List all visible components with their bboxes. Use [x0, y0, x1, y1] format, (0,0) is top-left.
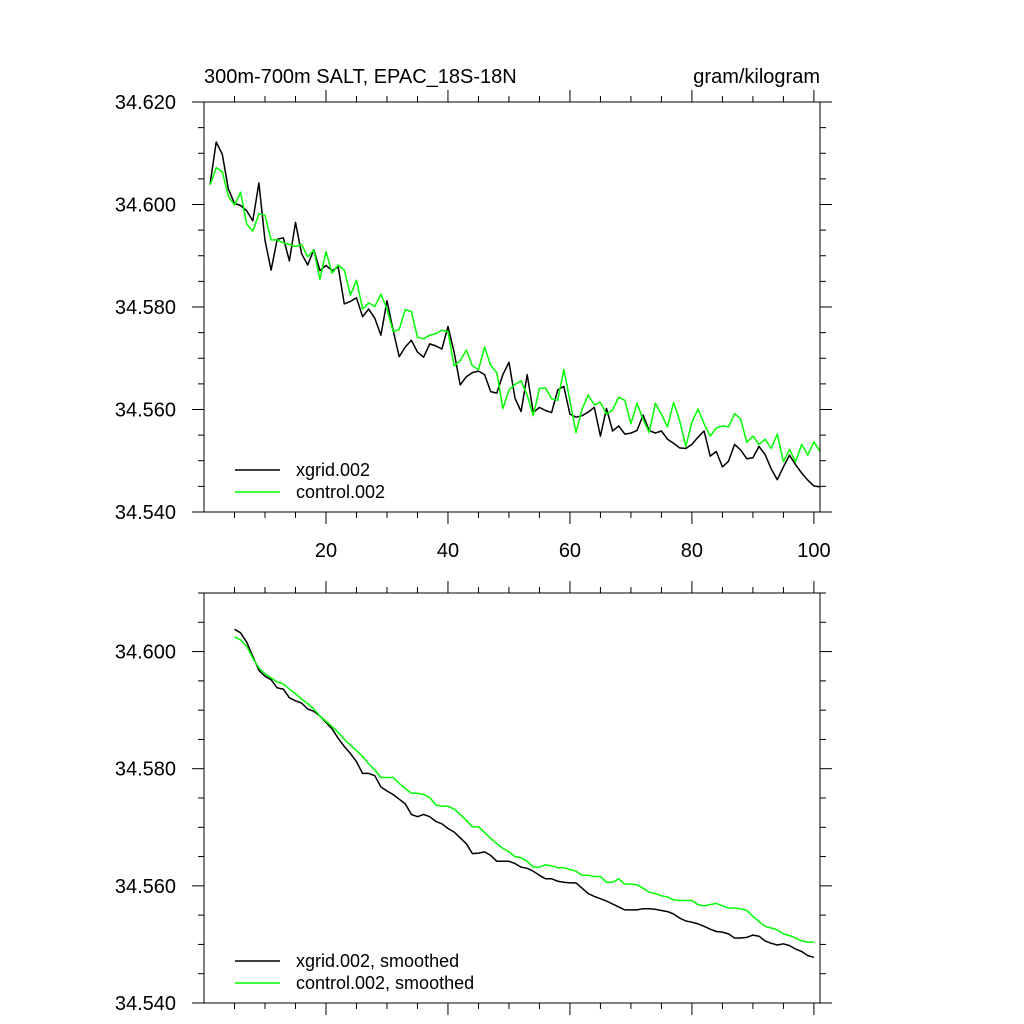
top-ytick-label: 34.620: [115, 92, 176, 114]
top-xtick-label: 60: [559, 540, 581, 562]
panel-top-plot: 300m-700m SALT, EPAC_18S-18N gram/kilogr…: [115, 66, 832, 562]
bottom-series-layer: [234, 628, 815, 959]
top-ytick-label: 34.540: [115, 502, 176, 524]
bottom-ytick-label: 34.600: [115, 642, 176, 664]
top-xtick-label: 20: [315, 540, 337, 562]
bottom-legend: xgrid.002, smoothed control.002, smoothe…: [235, 951, 474, 993]
top-axis-layer: 20 40 60 80 100 34.540 34.560 34.580 34.600 34.62…: [115, 90, 832, 562]
top-ytick-label: 34.560: [115, 400, 176, 422]
legend-label-control: control.002: [296, 482, 385, 502]
bottom-series-line-control: [234, 636, 814, 943]
top-xtick-label: 80: [681, 540, 703, 562]
top-series-line-control: [209, 166, 821, 463]
top-legend: xgrid.002 control.002: [235, 460, 385, 502]
bottom-axis-layer: 34.540 34.560 34.580 34.600: [115, 581, 832, 1015]
chart-title: 300m-700m SALT, EPAC_18S-18N: [204, 66, 517, 88]
top-series-layer: [209, 141, 821, 488]
top-xtick-label: 100: [797, 540, 830, 562]
bottom-series-line-xgrid: [234, 628, 815, 959]
bottom-ytick-label: 34.540: [115, 993, 176, 1015]
top-xtick-label: 40: [437, 540, 459, 562]
panel-bottom-plot: 34.540 34.560 34.580 34.600 xgrid.002, smoo…: [115, 581, 832, 1015]
bottom-ytick-label: 34.560: [115, 876, 176, 898]
top-ytick-label: 34.580: [115, 297, 176, 319]
chart-units: gram/kilogram: [693, 66, 820, 88]
legend-label-xgrid-smoothed: xgrid.002, smoothed: [296, 951, 459, 971]
legend-label-control-smoothed: control.002, smoothed: [296, 973, 474, 993]
top-ytick-label: 34.600: [115, 195, 176, 217]
bottom-ytick-label: 34.580: [115, 759, 176, 781]
legend-label-xgrid: xgrid.002: [296, 460, 370, 480]
top-series-line-xgrid: [209, 141, 821, 488]
